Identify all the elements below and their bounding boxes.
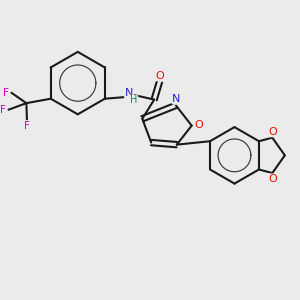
Text: O: O xyxy=(268,174,277,184)
Text: H: H xyxy=(130,95,138,105)
Text: F: F xyxy=(24,121,30,131)
Text: F: F xyxy=(3,88,9,98)
Text: N: N xyxy=(172,94,181,104)
Text: O: O xyxy=(195,120,203,130)
Text: N: N xyxy=(125,88,134,98)
Text: O: O xyxy=(268,127,277,137)
Text: F: F xyxy=(0,105,6,115)
Text: O: O xyxy=(156,71,164,81)
